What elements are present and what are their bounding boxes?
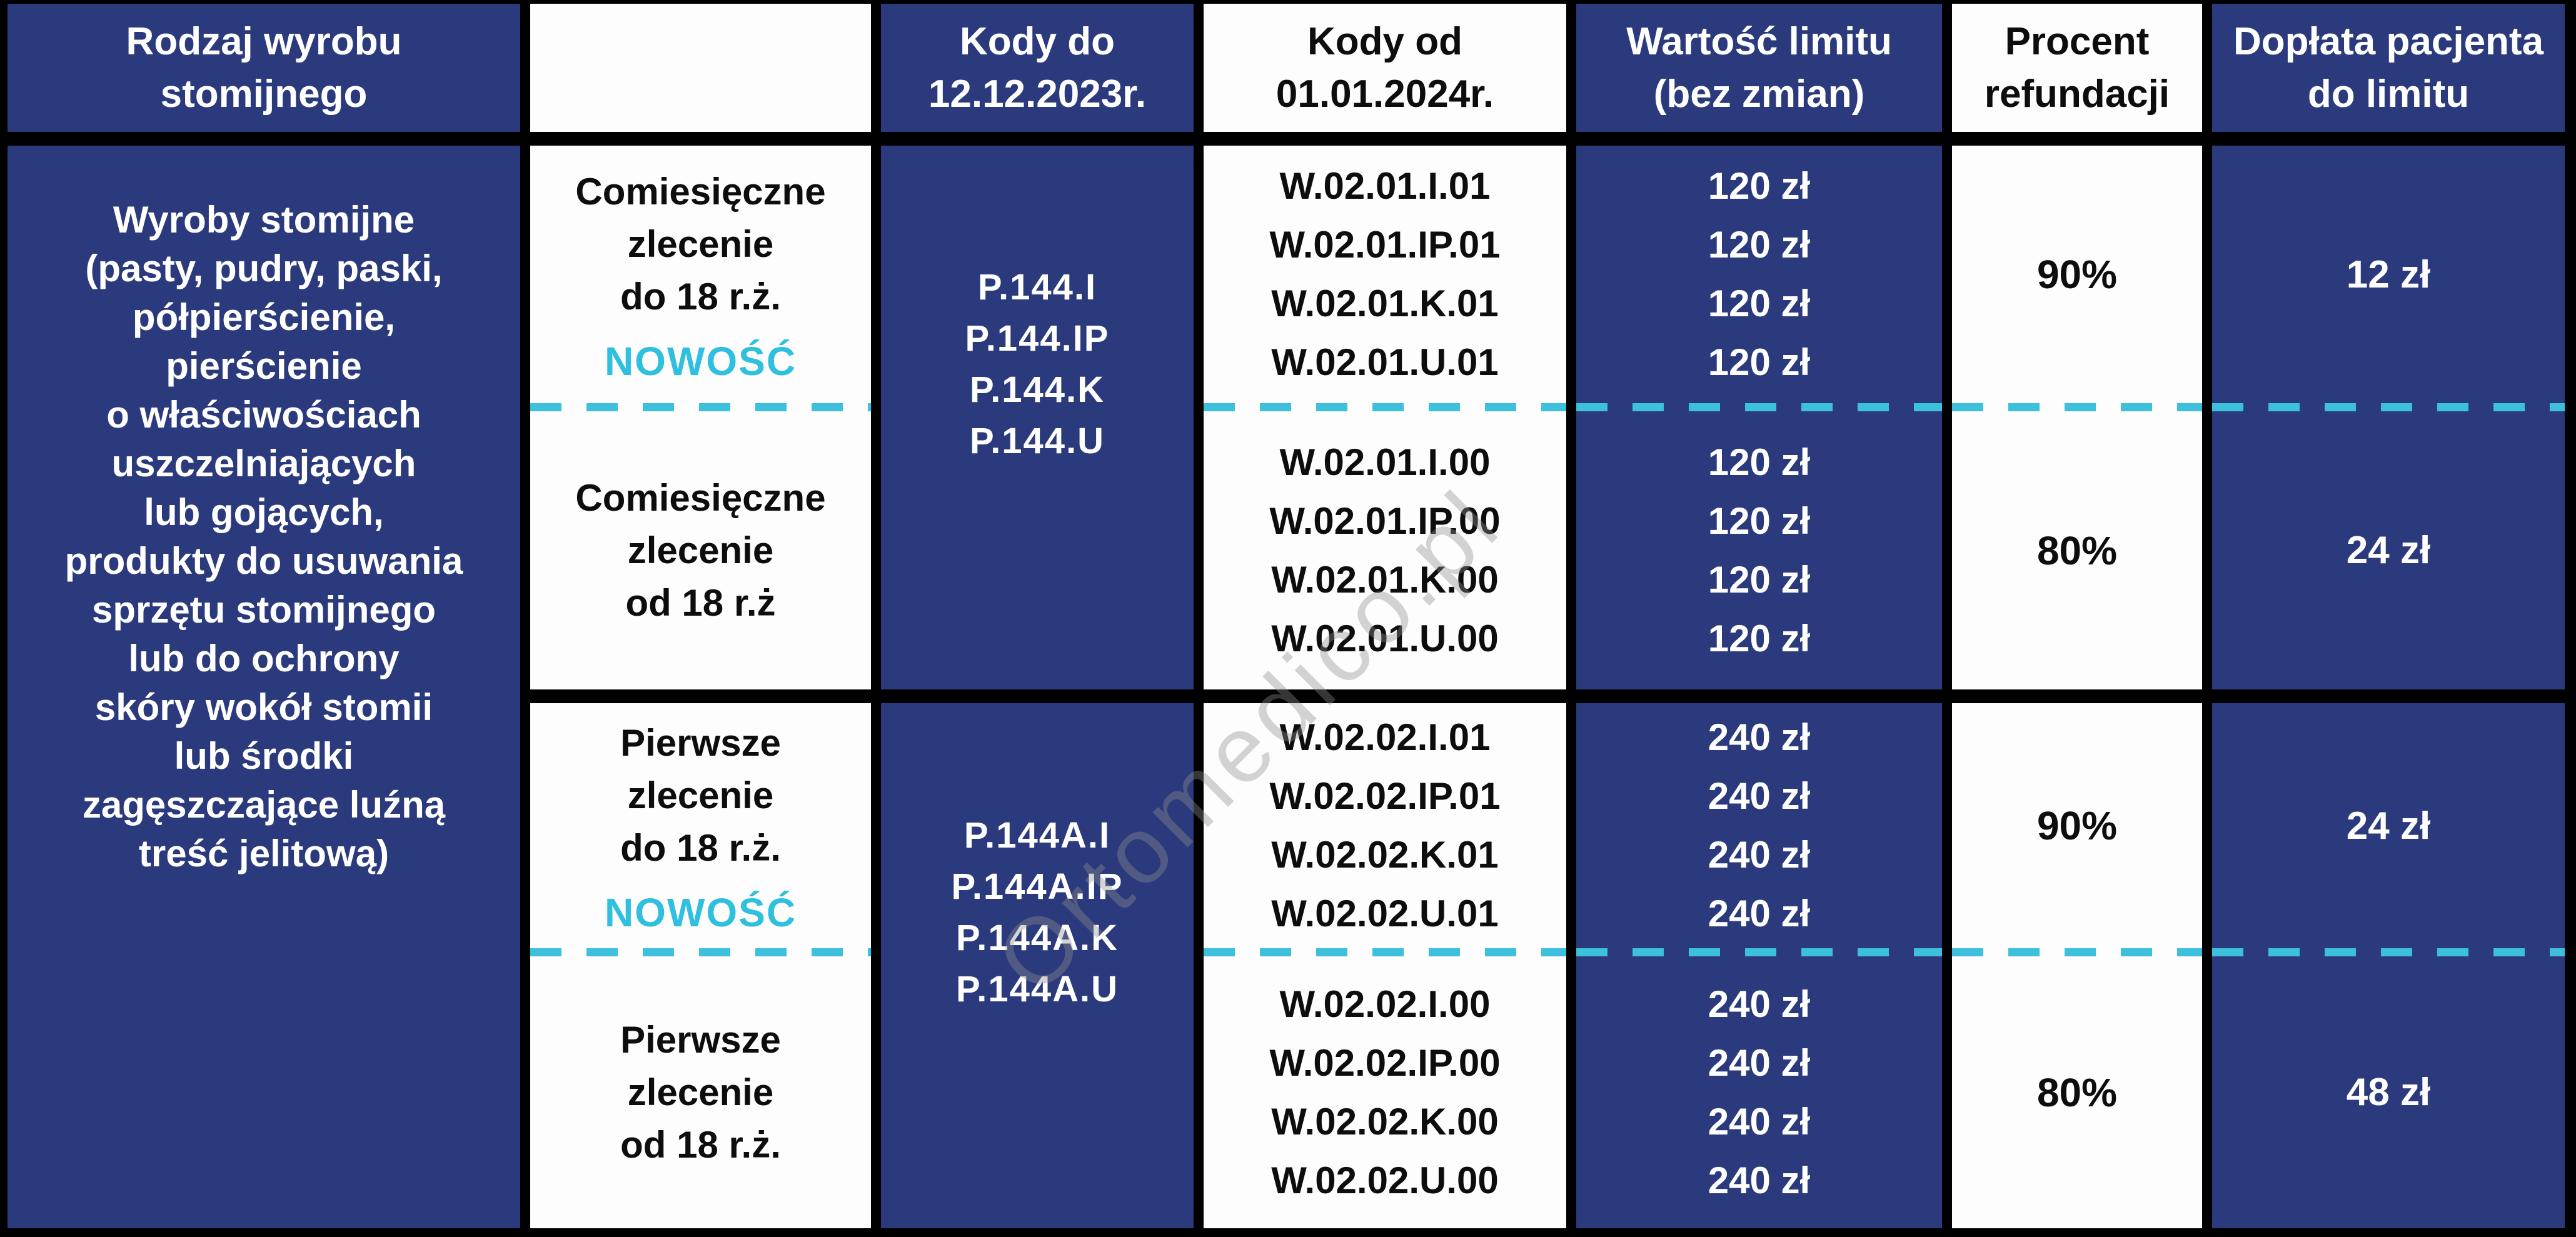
copay-value: 12 zł [2346, 253, 2431, 296]
codes-new-cell-w0201: W.02.01.I.01 W.02.01.IP.01 W.02.01.K.01 … [1204, 146, 1566, 689]
copay-row2: 24 zł [2212, 411, 2565, 689]
codes-old-cell-p144a: P.144A.I P.144A.IP P.144A.K P.144A.U [881, 703, 1194, 1228]
copay-row1: 24 zł [2212, 703, 2565, 948]
refund-percent-cell-s1: 90% 80% [1952, 146, 2202, 689]
header-empty [530, 4, 871, 132]
refund-percent-value: 80% [2036, 1069, 2118, 1115]
dashed-divider [530, 948, 871, 956]
codes-old-cell-p144: P.144.I P.144.IP P.144.K P.144.U [881, 146, 1194, 689]
codes-new-list: W.02.02.I.00 W.02.02.IP.00 W.02.02.K.00 … [1269, 983, 1501, 1201]
refund-row2: 80% [1952, 956, 2202, 1228]
order-type-label: Pierwsze zlecenie od 18 r.ż. [620, 1018, 781, 1166]
codes-new-cell-w0202: W.02.02.I.01 W.02.02.IP.01 W.02.02.K.01 … [1204, 703, 1566, 1228]
header-codes-new-label: Kody od 01.01.2024r. [1275, 19, 1494, 116]
codes-new-group-00: W.02.02.I.00 W.02.02.IP.00 W.02.02.K.00 … [1204, 956, 1566, 1228]
codes-new-list: W.02.02.I.01 W.02.02.IP.01 W.02.02.K.01 … [1269, 716, 1501, 934]
limit-value-list: 240 zł 240 zł 240 zł 240 zł [1708, 716, 1811, 934]
codes-new-list: W.02.01.I.00 W.02.01.IP.00 W.02.01.K.00 … [1269, 441, 1501, 659]
header-product-type: Rodzaj wyrobu stomijnego [8, 4, 520, 132]
new-badge: NOWOŚĆ [604, 339, 797, 384]
limit-value-list: 120 zł 120 zł 120 zł 120 zł [1708, 165, 1811, 383]
header-refund-percent-label: Procent refundacji [1984, 19, 2170, 116]
limit-value-list: 120 zł 120 zł 120 zł 120 zł [1708, 441, 1811, 659]
refund-row1: 90% [1952, 146, 2202, 403]
header-codes-old-label: Kody do 12.12.2023r. [928, 19, 1147, 116]
order-type-monthly-over18: Comiesięczne zlecenie od 18 r.ż [530, 411, 871, 689]
patient-copay-cell-s1: 12 zł 24 zł [2212, 146, 2565, 689]
refund-percent-value: 80% [2036, 528, 2118, 573]
header-refund-percent: Procent refundacji [1952, 4, 2202, 132]
refund-percent-cell-s2: 90% 80% [1952, 703, 2202, 1228]
codes-old-list: P.144.I P.144.IP P.144.K P.144.U [965, 267, 1110, 461]
limit-value-list: 240 zł 240 zł 240 zł 240 zł [1708, 983, 1811, 1201]
dashed-divider [1952, 403, 2202, 411]
copay-row2: 48 zł [2212, 956, 2565, 1228]
dashed-divider [1576, 403, 1942, 411]
header-patient-copay: Dopłata pacjenta do limitu [2212, 4, 2565, 132]
refund-row2: 80% [1952, 411, 2202, 689]
copay-value: 48 zł [2346, 1071, 2431, 1114]
refund-percent-value: 90% [2036, 252, 2118, 297]
dashed-divider [1952, 948, 2202, 956]
dashed-divider [2212, 403, 2565, 411]
dashed-divider [1576, 948, 1942, 956]
new-badge: NOWOŚĆ [604, 890, 797, 935]
dashed-divider [1204, 403, 1566, 411]
copay-value: 24 zł [2346, 529, 2431, 572]
header-product-type-label: Rodzaj wyrobu stomijnego [126, 19, 402, 116]
limit-value-cell-120: 120 zł 120 zł 120 zł 120 zł 120 zł 120 z… [1576, 146, 1942, 689]
header-codes-old: Kody do 12.12.2023r. [881, 4, 1194, 132]
header-limit-value: Wartość limitu (bez zmian) [1576, 4, 1942, 132]
limit-values-row1: 240 zł 240 zł 240 zł 240 zł [1576, 703, 1942, 948]
dashed-divider [1204, 948, 1566, 956]
limit-values-row2: 120 zł 120 zł 120 zł 120 zł [1576, 411, 1942, 689]
codes-old-list: P.144A.I P.144A.IP P.144A.K P.144A.U [951, 815, 1124, 1009]
codes-new-group-01: W.02.01.I.01 W.02.01.IP.01 W.02.01.K.01 … [1204, 146, 1566, 403]
copay-row1: 12 zł [2212, 146, 2565, 403]
codes-new-group-00: W.02.01.I.00 W.02.01.IP.00 W.02.01.K.00 … [1204, 411, 1566, 689]
product-group-cell: Wyroby stomijne (pasty, pudry, paski, pó… [8, 146, 520, 1228]
limit-values-row2: 240 zł 240 zł 240 zł 240 zł [1576, 956, 1942, 1228]
dashed-divider [2212, 948, 2565, 956]
copay-value: 24 zł [2346, 804, 2431, 848]
patient-copay-cell-s2: 24 zł 48 zł [2212, 703, 2565, 1228]
order-type-first-over18: Pierwsze zlecenie od 18 r.ż. [530, 956, 871, 1228]
limit-value-cell-240: 240 zł 240 zł 240 zł 240 zł 240 zł 240 z… [1576, 703, 1942, 1228]
header-codes-new: Kody od 01.01.2024r. [1204, 4, 1566, 132]
codes-new-group-01: W.02.02.I.01 W.02.02.IP.01 W.02.02.K.01 … [1204, 703, 1566, 948]
dashed-divider [530, 403, 871, 411]
header-limit-value-label: Wartość limitu (bez zmian) [1626, 19, 1892, 116]
header-patient-copay-label: Dopłata pacjenta do limitu [2233, 19, 2544, 116]
order-type-label: Pierwsze zlecenie do 18 r.ż. [620, 722, 781, 869]
limit-values-row1: 120 zł 120 zł 120 zł 120 zł [1576, 146, 1942, 403]
order-type-label: Comiesięczne zlecenie od 18 r.ż [575, 476, 826, 624]
order-type-label: Comiesięczne zlecenie do 18 r.ż. [575, 171, 826, 318]
order-type-cell-first: Pierwsze zlecenie do 18 r.ż. NOWOŚĆ Pier… [530, 703, 871, 1228]
product-group-description: Wyroby stomijne (pasty, pudry, paski, pó… [64, 199, 463, 874]
refund-percent-value: 90% [2036, 803, 2118, 848]
order-type-cell-monthly: Comiesięczne zlecenie do 18 r.ż. NOWOŚĆ … [530, 146, 871, 689]
order-type-monthly-under18: Comiesięczne zlecenie do 18 r.ż. NOWOŚĆ [530, 146, 871, 403]
codes-new-list: W.02.01.I.01 W.02.01.IP.01 W.02.01.K.01 … [1269, 165, 1501, 383]
refund-row1: 90% [1952, 703, 2202, 948]
order-type-first-under18: Pierwsze zlecenie do 18 r.ż. NOWOŚĆ [530, 703, 871, 948]
